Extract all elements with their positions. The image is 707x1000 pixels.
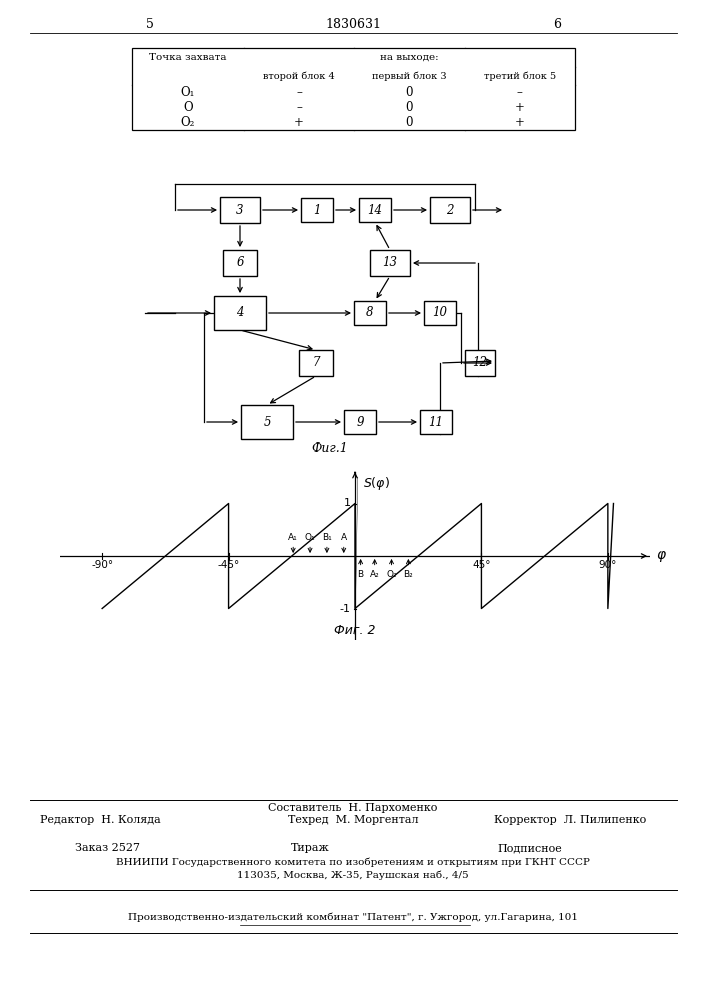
Text: О₂: О₂ bbox=[181, 116, 195, 129]
Text: Точка захвата: Точка захвата bbox=[149, 53, 227, 62]
Text: 1: 1 bbox=[313, 204, 321, 217]
Text: $\varphi$: $\varphi$ bbox=[655, 548, 667, 564]
Text: $S(\varphi)$: $S(\varphi)$ bbox=[363, 475, 390, 492]
Text: -45°: -45° bbox=[218, 560, 240, 570]
Text: Подписное: Подписное bbox=[498, 843, 562, 853]
Text: A₂: A₂ bbox=[370, 570, 380, 579]
Text: +: + bbox=[515, 116, 525, 129]
Text: Фиг. 2: Фиг. 2 bbox=[334, 624, 375, 637]
Text: Редактор  Н. Коляда: Редактор Н. Коляда bbox=[40, 815, 160, 825]
Text: 3: 3 bbox=[236, 204, 244, 217]
Bar bbox=[354, 301, 386, 325]
Text: О: О bbox=[183, 101, 193, 114]
Bar bbox=[344, 410, 376, 434]
Text: 11: 11 bbox=[428, 416, 443, 428]
Text: A: A bbox=[341, 533, 347, 542]
Text: 6: 6 bbox=[236, 256, 244, 269]
Bar bbox=[424, 301, 456, 325]
Text: второй блок 4: второй блок 4 bbox=[263, 71, 335, 81]
Text: B₁: B₁ bbox=[322, 533, 332, 542]
Text: 2: 2 bbox=[446, 204, 454, 217]
Text: 113035, Москва, Ж-35, Раушская наб., 4/5: 113035, Москва, Ж-35, Раушская наб., 4/5 bbox=[237, 870, 469, 880]
Text: O₂: O₂ bbox=[386, 570, 397, 579]
Bar bbox=[223, 250, 257, 276]
Bar bbox=[214, 296, 266, 330]
Text: 8: 8 bbox=[366, 306, 374, 320]
Bar bbox=[465, 350, 495, 376]
Text: на выходе:: на выходе: bbox=[380, 53, 439, 62]
Bar bbox=[430, 197, 470, 223]
Text: 12: 12 bbox=[472, 357, 488, 369]
Text: +: + bbox=[294, 116, 304, 129]
Text: 5: 5 bbox=[146, 18, 154, 31]
Text: –: – bbox=[517, 86, 522, 99]
Text: 5: 5 bbox=[263, 416, 271, 428]
Text: 4: 4 bbox=[236, 306, 244, 320]
Text: первый блок 3: первый блок 3 bbox=[372, 71, 447, 81]
Text: -1: -1 bbox=[340, 603, 351, 613]
Text: 14: 14 bbox=[368, 204, 382, 217]
Text: 13: 13 bbox=[382, 256, 397, 269]
Text: B₂: B₂ bbox=[404, 570, 414, 579]
Bar bbox=[299, 350, 333, 376]
Text: Корректор  Л. Пилипенко: Корректор Л. Пилипенко bbox=[494, 815, 646, 825]
Text: 7: 7 bbox=[312, 357, 320, 369]
Bar bbox=[132, 48, 575, 130]
Text: –: – bbox=[296, 86, 302, 99]
Bar bbox=[301, 198, 333, 222]
Text: Фиг.1: Фиг.1 bbox=[312, 442, 349, 454]
Text: Производственно-издательский комбинат "Патент", г. Ужгород, ул.Гагарина, 101: Производственно-издательский комбинат "П… bbox=[128, 912, 578, 922]
Text: 1830631: 1830631 bbox=[325, 18, 381, 31]
Text: 0: 0 bbox=[406, 86, 414, 99]
Text: Тираж: Тираж bbox=[291, 843, 329, 853]
Text: ВНИИПИ Государственного комитета по изобретениям и открытиям при ГКНТ СССР: ВНИИПИ Государственного комитета по изоб… bbox=[116, 857, 590, 867]
Text: +: + bbox=[515, 101, 525, 114]
Text: –: – bbox=[296, 101, 302, 114]
Text: -90°: -90° bbox=[91, 560, 113, 570]
Text: B: B bbox=[358, 570, 363, 579]
Text: 90°: 90° bbox=[599, 560, 617, 570]
Text: О₁: О₁ bbox=[181, 86, 195, 99]
Text: A₁: A₁ bbox=[288, 533, 298, 542]
Text: 1: 1 bbox=[344, 498, 351, 508]
Text: 6: 6 bbox=[553, 18, 561, 31]
Bar bbox=[370, 250, 410, 276]
Bar bbox=[420, 410, 452, 434]
Bar bbox=[359, 198, 391, 222]
Text: 10: 10 bbox=[433, 306, 448, 320]
Text: Составитель  Н. Пархоменко: Составитель Н. Пархоменко bbox=[269, 803, 438, 813]
Text: Техред  М. Моргентал: Техред М. Моргентал bbox=[288, 815, 419, 825]
Text: 9: 9 bbox=[356, 416, 363, 428]
Text: Заказ 2527: Заказ 2527 bbox=[75, 843, 140, 853]
Text: 0: 0 bbox=[406, 101, 414, 114]
Text: третий блок 5: третий блок 5 bbox=[484, 71, 556, 81]
Text: 45°: 45° bbox=[472, 560, 491, 570]
Bar bbox=[220, 197, 260, 223]
Text: O₁: O₁ bbox=[305, 533, 315, 542]
Bar bbox=[241, 405, 293, 439]
Text: 0: 0 bbox=[406, 116, 414, 129]
